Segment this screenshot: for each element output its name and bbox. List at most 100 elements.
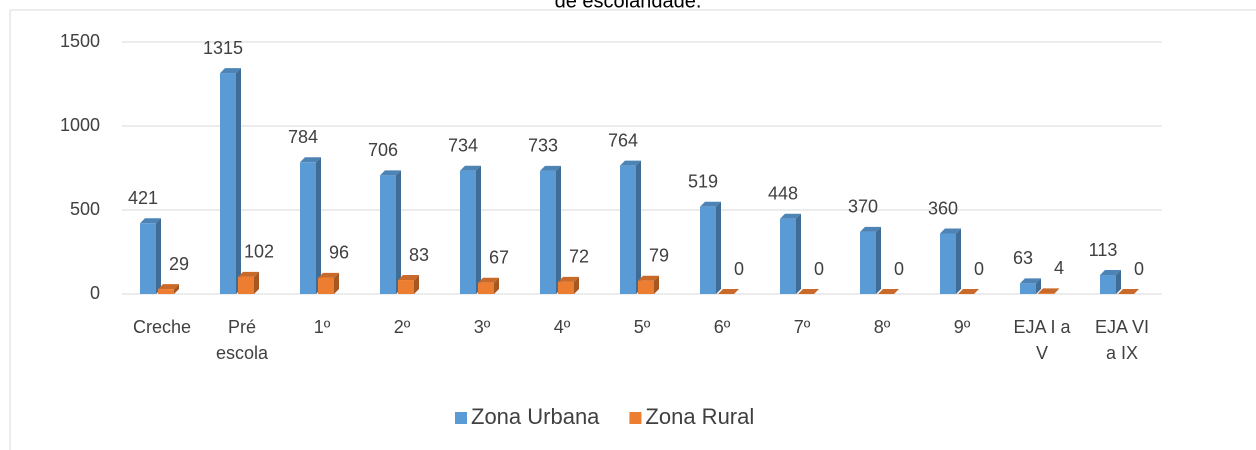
data-label: 67 [489,247,509,267]
bar [478,282,494,294]
x-tick-label: Pré escola [215,317,269,363]
bar-side [414,275,419,294]
bar-side [334,272,339,294]
bar [1020,283,1036,294]
bar-top [380,170,401,176]
x-tick-label: 8º [873,317,891,337]
bar-side [316,157,321,294]
data-label: 0 [974,259,984,279]
bar-side [476,165,481,294]
bar-top [398,275,419,281]
y-tick-label: 0 [90,283,100,303]
data-label: 733 [528,136,558,156]
data-label: 79 [649,245,669,265]
data-label: 0 [894,259,904,279]
y-tick-label: 500 [70,199,100,219]
bar [940,233,956,294]
bar-side [956,228,961,294]
x-tick-label: Creche [132,317,192,337]
x-tick-label: 4º [553,317,571,337]
bar-top [318,272,339,278]
bar [860,231,876,294]
bar [158,289,174,294]
data-label: 448 [768,183,798,203]
x-tick-label: EJA I a V [1013,317,1071,363]
data-label: 706 [368,140,398,160]
bar-side [716,201,721,294]
data-label: 0 [734,259,744,279]
x-tick-label: 2º [393,317,411,337]
bar-side [556,165,561,294]
data-label: 764 [608,130,638,150]
legend-label: Zona Urbana [471,404,600,429]
bar-top [238,271,259,277]
data-label: 4 [1054,258,1064,278]
bar [300,162,316,294]
data-label: 360 [928,198,958,218]
bar-top [1118,289,1139,294]
bar [460,170,476,294]
bar-top [140,218,161,224]
bar [1038,293,1054,294]
bar-side [156,218,161,294]
bar [318,277,334,294]
bar-side [254,271,259,294]
data-label: 29 [169,254,189,274]
bar [238,276,254,294]
data-label: 63 [1013,248,1033,268]
bar-side [1116,270,1121,294]
x-tick-label: 9º [953,317,971,337]
y-tick-label: 1500 [60,31,100,51]
x-tick-label: 5º [633,317,651,337]
bar-side [876,226,881,294]
data-label: 1315 [203,38,243,58]
bar-top [1020,278,1041,284]
bar [380,175,396,294]
bar-top [1038,288,1059,294]
bar-side [174,284,179,294]
bar [398,280,414,294]
bar [220,73,236,294]
bar [540,170,556,294]
bar-side [1054,288,1059,294]
data-label: 0 [814,259,824,279]
data-label: 72 [569,247,589,267]
x-tick-label: EJA VI a IX [1094,317,1150,363]
bar-side [796,213,801,294]
data-label: 83 [409,245,429,265]
bar-side [396,170,401,294]
bar [700,206,716,294]
bar-top [540,165,561,171]
bar-top [700,201,721,207]
legend-swatch [629,412,642,424]
bar-top [1100,270,1121,276]
bar-top [798,289,819,294]
bar [638,280,654,294]
x-tick-label: 1º [313,317,331,337]
data-label: 113 [1089,240,1118,260]
bar-side [236,68,241,294]
bar-side [654,275,659,294]
x-tick-label: 7º [793,317,811,337]
bar-top [460,165,481,171]
bar-top [220,68,241,74]
bar-top [620,160,641,166]
bar-top [300,157,321,163]
data-label: 784 [288,127,318,147]
bar [620,165,636,294]
data-label: 102 [244,242,274,262]
bar-side [1036,278,1041,294]
bar-side [494,277,499,294]
bar-top [478,277,499,283]
y-tick-label: 1000 [60,115,100,135]
data-label: 421 [128,188,158,208]
bar [558,281,574,294]
bar-side [574,276,579,294]
bar-top [558,276,579,282]
legend-swatch [455,412,467,424]
chart-title: de escolaridade. [555,0,702,12]
legend-label: Zona Rural [645,404,754,429]
bar-top [940,228,961,234]
